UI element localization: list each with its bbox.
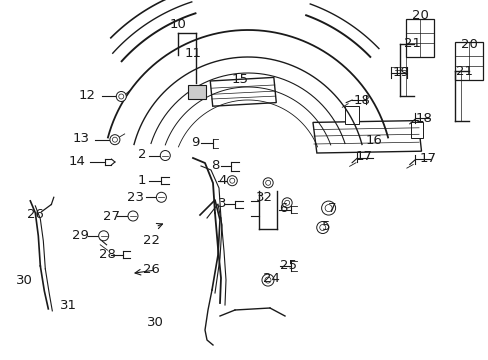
- Circle shape: [229, 178, 234, 183]
- Circle shape: [160, 150, 170, 161]
- Text: 18: 18: [353, 94, 369, 107]
- Circle shape: [319, 225, 325, 230]
- Text: 21: 21: [403, 37, 420, 50]
- Text: 9: 9: [191, 136, 200, 149]
- Circle shape: [156, 192, 166, 202]
- Text: 24: 24: [263, 273, 279, 285]
- Text: 12: 12: [79, 89, 95, 102]
- Circle shape: [128, 211, 138, 221]
- Text: 25: 25: [280, 259, 296, 272]
- Text: 3: 3: [218, 197, 226, 210]
- Text: 23: 23: [127, 191, 144, 204]
- Text: 7: 7: [327, 202, 336, 215]
- Text: 26: 26: [143, 263, 160, 276]
- Text: 21: 21: [455, 65, 472, 78]
- Text: 20: 20: [460, 39, 477, 51]
- Circle shape: [116, 91, 126, 102]
- Text: 10: 10: [169, 18, 185, 31]
- Bar: [187, 85, 205, 99]
- Text: 17: 17: [419, 152, 435, 165]
- Text: 5: 5: [322, 220, 330, 233]
- Circle shape: [264, 277, 270, 283]
- Text: 4: 4: [218, 174, 226, 186]
- Text: 22: 22: [143, 234, 160, 247]
- Bar: [344, 106, 358, 124]
- Text: 17: 17: [355, 150, 372, 163]
- Circle shape: [110, 135, 120, 145]
- Circle shape: [265, 180, 270, 185]
- Text: 30: 30: [16, 274, 33, 287]
- Circle shape: [284, 200, 289, 205]
- Circle shape: [119, 94, 123, 99]
- Text: 16: 16: [365, 134, 382, 147]
- Text: 14: 14: [69, 155, 85, 168]
- Circle shape: [262, 274, 273, 286]
- Bar: [454, 42, 482, 81]
- Text: 15: 15: [231, 73, 247, 86]
- Text: 6: 6: [279, 202, 287, 215]
- Polygon shape: [312, 121, 421, 153]
- Text: 26: 26: [27, 208, 43, 221]
- Polygon shape: [210, 77, 276, 106]
- Text: 13: 13: [72, 132, 89, 145]
- Text: 1: 1: [137, 174, 146, 186]
- Bar: [405, 19, 433, 57]
- Text: 31: 31: [60, 299, 77, 312]
- Circle shape: [112, 137, 117, 142]
- Circle shape: [99, 231, 108, 241]
- Circle shape: [325, 204, 331, 212]
- Circle shape: [282, 198, 291, 208]
- Text: 30: 30: [147, 316, 163, 329]
- Text: 28: 28: [99, 248, 116, 261]
- Text: 32: 32: [255, 191, 272, 204]
- Circle shape: [321, 201, 335, 215]
- Text: 19: 19: [392, 66, 408, 78]
- Text: 2: 2: [137, 148, 146, 161]
- Text: 11: 11: [184, 47, 201, 60]
- Text: 29: 29: [72, 229, 89, 242]
- Text: 27: 27: [103, 210, 120, 222]
- Circle shape: [316, 221, 328, 234]
- Circle shape: [263, 178, 273, 188]
- Bar: [410, 122, 422, 138]
- Text: 8: 8: [210, 159, 219, 172]
- Text: 20: 20: [411, 9, 428, 22]
- Text: 18: 18: [415, 112, 432, 125]
- Circle shape: [227, 176, 237, 186]
